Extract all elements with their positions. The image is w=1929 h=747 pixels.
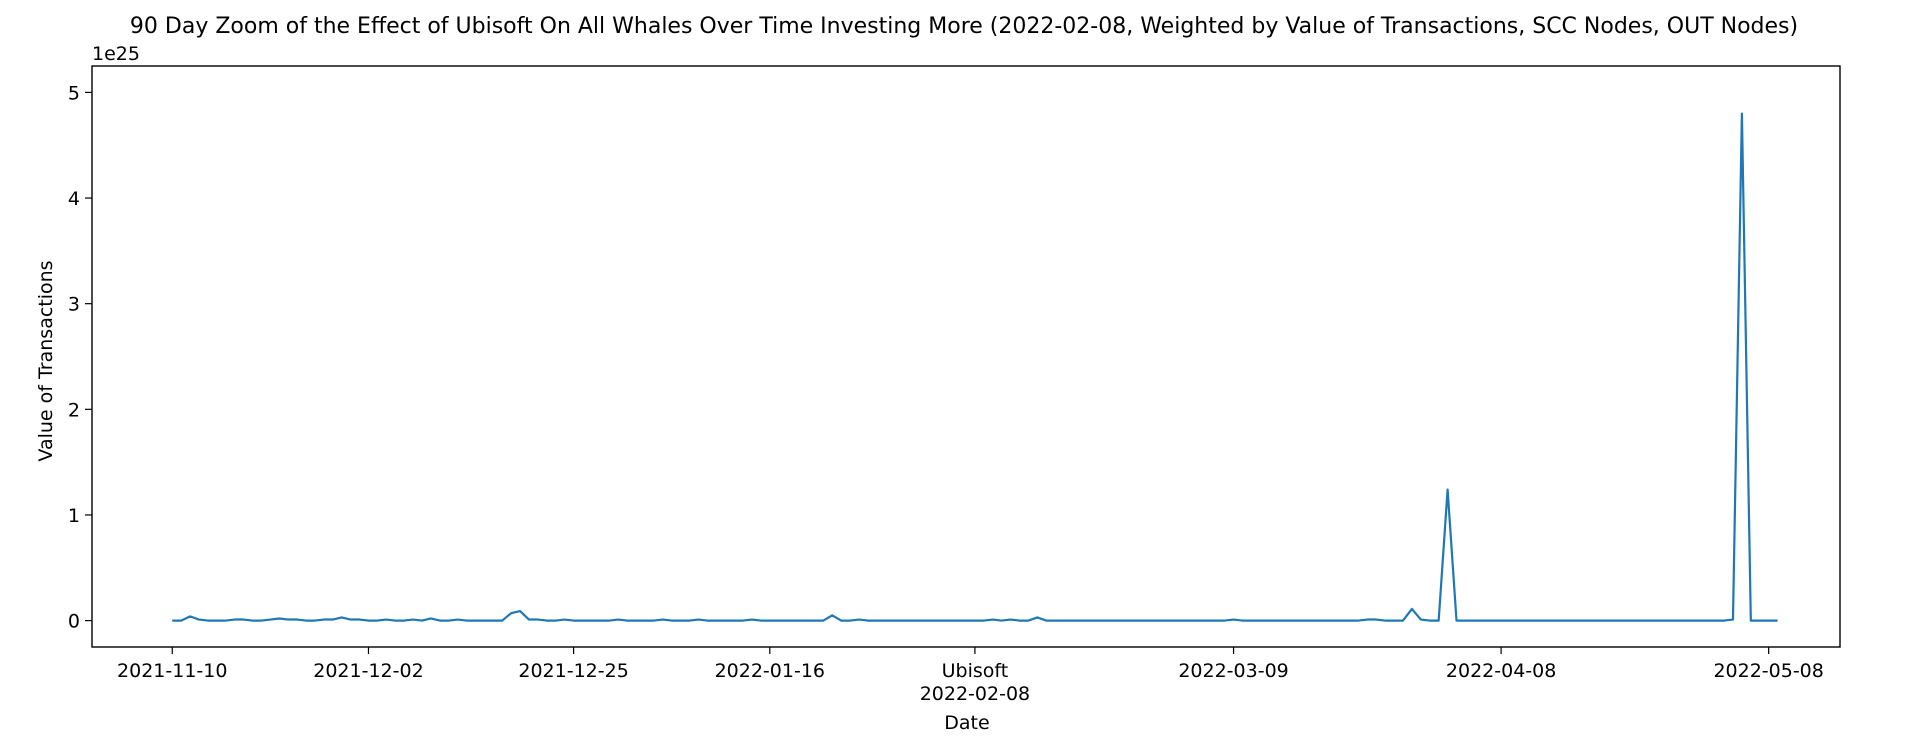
event-label: Ubisoft bbox=[942, 660, 1009, 682]
chart-title: 90 Day Zoom of the Effect of Ubisoft On … bbox=[130, 14, 1798, 39]
x-tick-label: 2021-12-25 bbox=[518, 660, 628, 682]
y-axis: 0 1 2 3 4 5 bbox=[68, 82, 92, 633]
x-tick-label: 2022-02-08 bbox=[920, 683, 1030, 705]
series-line bbox=[172, 112, 1778, 622]
y-tick-label: 0 bbox=[68, 611, 80, 633]
x-axis-label: Date bbox=[944, 712, 989, 734]
y-axis-label: Value of Transactions bbox=[35, 260, 57, 461]
y-tick-label: 5 bbox=[68, 82, 80, 104]
x-tick-label: 2022-03-09 bbox=[1178, 660, 1288, 682]
x-tick-label: 2022-05-08 bbox=[1713, 660, 1823, 682]
y-tick-label: 4 bbox=[68, 188, 80, 210]
y-tick-label: 3 bbox=[68, 294, 80, 316]
y-tick-label: 1 bbox=[68, 505, 80, 527]
x-tick-label: 2021-11-10 bbox=[117, 660, 227, 682]
y-tick-label: 2 bbox=[68, 399, 80, 421]
x-tick-label: 2021-12-02 bbox=[313, 660, 423, 682]
x-tick-label: 2022-01-16 bbox=[715, 660, 825, 682]
axes-frame bbox=[91, 65, 1841, 648]
x-axis: 2021-11-10 2021-12-02 2021-12-25 2022-01-16… bbox=[117, 647, 1824, 705]
x-tick-label: 2022-04-08 bbox=[1446, 660, 1556, 682]
y-offset-label: 1e25 bbox=[92, 43, 140, 65]
